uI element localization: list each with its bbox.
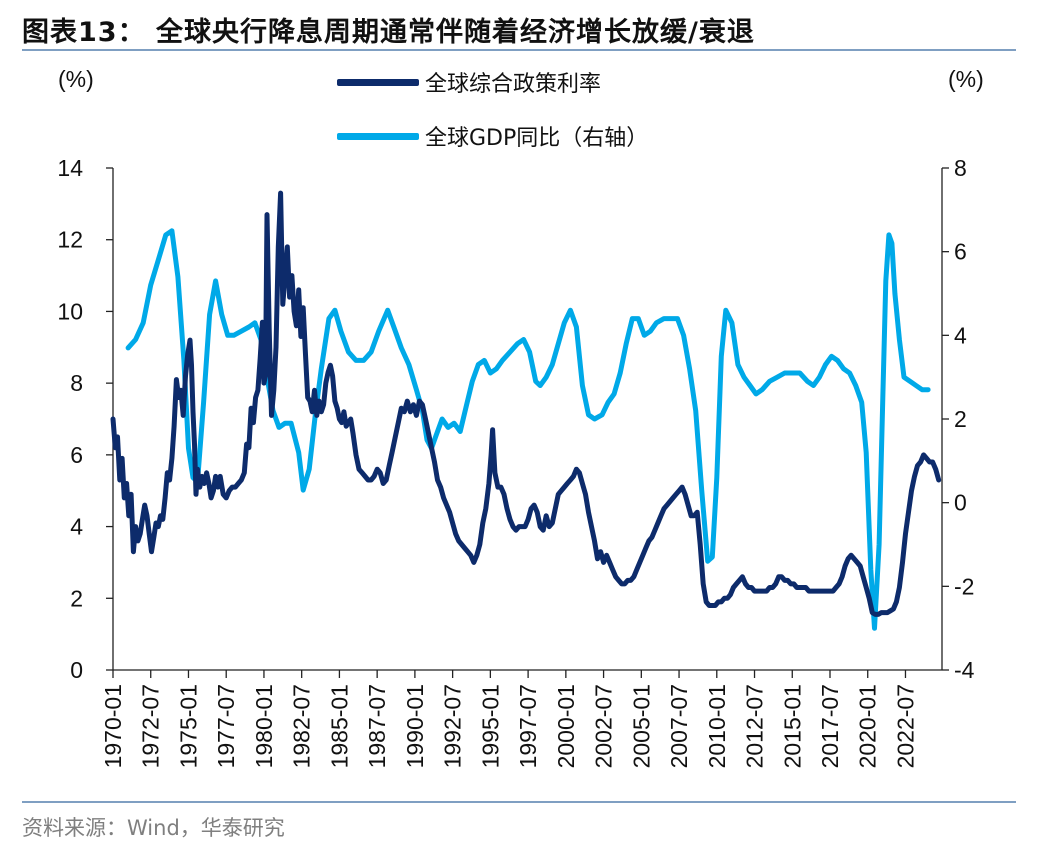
x-tick-label: 1970-01 [100, 684, 126, 768]
x-tick-label: 1980-01 [251, 684, 277, 768]
x-tick-label: 2015-01 [779, 684, 805, 768]
x-tick-label: 2010-01 [704, 684, 730, 768]
x-tick-label: 1995-01 [477, 684, 503, 768]
x-tick-label: 2002-07 [591, 684, 617, 768]
right-tick-label: 0 [954, 490, 967, 516]
legend-label-gdp: 全球GDP同比（右轴） [425, 126, 649, 151]
legend-label-policy-rate: 全球综合政策利率 [425, 72, 602, 97]
x-tick-label: 2007-07 [666, 684, 692, 768]
x-tick-label: 2020-01 [855, 684, 881, 768]
left-tick-label: 6 [70, 442, 83, 468]
x-tick-label: 1972-07 [138, 684, 164, 768]
x-tick-label: 2017-07 [817, 684, 843, 768]
x-tick-label: 2000-01 [553, 684, 579, 768]
right-tick-label: 4 [954, 322, 967, 348]
left-tick-label: 14 [57, 155, 83, 181]
x-tick-label: 1997-07 [515, 684, 541, 768]
x-tick-label: 1987-07 [364, 684, 390, 768]
left-tick-label: 12 [57, 227, 83, 253]
left-tick-label: 8 [70, 370, 83, 396]
chart-tick-labels: 0 2 4 6 8 10 12 14 -4 -2 0 2 4 6 8 1970-01 1972-07 1975-0… [57, 155, 974, 768]
right-tick-label: -4 [954, 657, 975, 683]
left-tick-label: 2 [70, 585, 83, 611]
x-tick-label: 1990-01 [402, 684, 428, 768]
x-tick-label: 2005-01 [628, 684, 654, 768]
left-axis-unit: (%) [58, 66, 94, 92]
x-tick-label: 2022-07 [892, 684, 918, 768]
right-tick-label: 8 [954, 155, 967, 181]
x-tick-label: 1977-07 [213, 684, 239, 768]
x-tick-label: 1982-07 [289, 684, 315, 768]
left-tick-label: 4 [70, 514, 83, 540]
right-axis-unit: (%) [948, 66, 984, 92]
source-note: 资料来源：Wind，华泰研究 [22, 816, 285, 840]
top-divider [22, 49, 1016, 51]
right-tick-label: 2 [954, 406, 967, 432]
left-tick-label: 0 [70, 657, 83, 683]
x-tick-label: 1985-01 [326, 684, 352, 768]
chart-series [110, 190, 942, 631]
left-tick-label: 10 [57, 298, 83, 324]
bottom-divider [22, 801, 1016, 803]
chart-title: 图表13： 全球央行降息周期通常伴随着经济增长放缓/衰退 [22, 17, 755, 48]
right-tick-label: 6 [954, 239, 967, 265]
x-tick-label: 2012-07 [742, 684, 768, 768]
legend-swatch-gdp [337, 133, 419, 140]
chart-axes [106, 167, 949, 678]
legend-swatch-policy-rate [337, 79, 419, 86]
series-line-policy-rate [110, 190, 942, 617]
x-tick-label: 1975-01 [175, 684, 201, 768]
right-tick-label: -2 [954, 573, 974, 599]
x-tick-label: 1992-07 [440, 684, 466, 768]
